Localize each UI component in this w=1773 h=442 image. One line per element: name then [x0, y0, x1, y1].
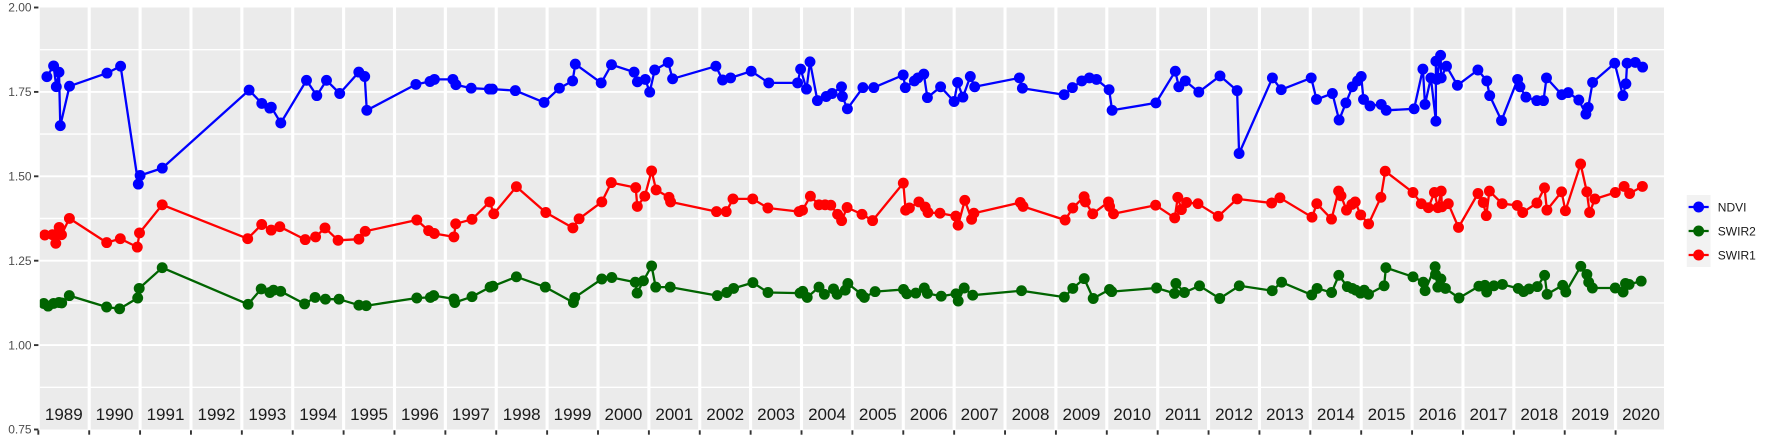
- svg-text:1994: 1994: [299, 405, 337, 424]
- svg-text:1995: 1995: [350, 405, 388, 424]
- svg-text:1991: 1991: [147, 405, 185, 424]
- svg-text:1.00: 1.00: [8, 338, 32, 352]
- svg-text:2012: 2012: [1215, 405, 1253, 424]
- svg-text:1.25: 1.25: [8, 254, 32, 268]
- svg-text:2000: 2000: [604, 405, 642, 424]
- svg-text:1998: 1998: [503, 405, 541, 424]
- svg-text:NDVI: NDVI: [1718, 200, 1747, 214]
- svg-text:2010: 2010: [1113, 405, 1151, 424]
- svg-text:2008: 2008: [1012, 405, 1050, 424]
- svg-text:2019: 2019: [1571, 405, 1609, 424]
- svg-text:2003: 2003: [757, 405, 795, 424]
- svg-text:2005: 2005: [859, 405, 897, 424]
- svg-text:2018: 2018: [1520, 405, 1558, 424]
- svg-text:1996: 1996: [401, 405, 439, 424]
- svg-text:1989: 1989: [45, 405, 83, 424]
- svg-text:2001: 2001: [655, 405, 693, 424]
- svg-text:1.75: 1.75: [8, 85, 32, 99]
- svg-text:2015: 2015: [1368, 405, 1406, 424]
- svg-text:2017: 2017: [1469, 405, 1507, 424]
- svg-text:1997: 1997: [452, 405, 490, 424]
- svg-text:2013: 2013: [1266, 405, 1304, 424]
- svg-text:2006: 2006: [910, 405, 948, 424]
- svg-text:2009: 2009: [1062, 405, 1100, 424]
- svg-text:2002: 2002: [706, 405, 744, 424]
- svg-text:SWIR1: SWIR1: [1718, 248, 1756, 262]
- svg-text:2.00: 2.00: [8, 1, 32, 15]
- svg-text:2020: 2020: [1622, 405, 1660, 424]
- svg-text:1992: 1992: [197, 405, 235, 424]
- svg-text:2016: 2016: [1419, 405, 1457, 424]
- svg-text:2007: 2007: [961, 405, 999, 424]
- svg-text:2014: 2014: [1317, 405, 1355, 424]
- svg-text:SWIR2: SWIR2: [1718, 224, 1756, 238]
- svg-text:1.50: 1.50: [8, 170, 32, 184]
- svg-text:1990: 1990: [96, 405, 134, 424]
- svg-text:2011: 2011: [1165, 405, 1202, 424]
- svg-text:2004: 2004: [808, 405, 846, 424]
- svg-text:1993: 1993: [248, 405, 286, 424]
- svg-text:1999: 1999: [554, 405, 592, 424]
- svg-text:0.75: 0.75: [8, 423, 32, 437]
